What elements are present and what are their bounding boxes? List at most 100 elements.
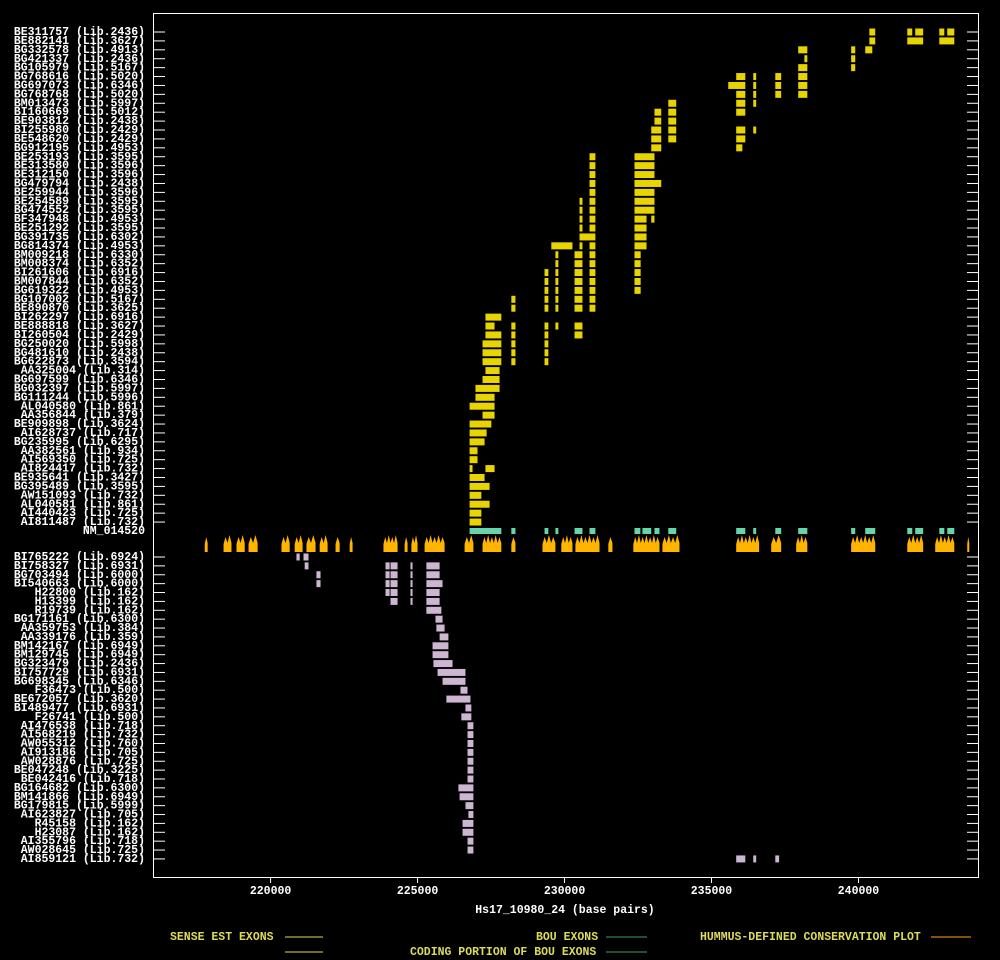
conservation-region	[967, 537, 970, 552]
exon	[668, 126, 677, 134]
conservation-region	[771, 535, 782, 552]
exon	[668, 117, 677, 125]
exon	[555, 277, 559, 285]
conservation-region	[349, 537, 353, 552]
exon	[574, 269, 583, 277]
exon	[753, 99, 757, 107]
row-label: AW055312 (Lib.760)	[21, 738, 145, 751]
row-label: BI260504 (Lib.2429)	[14, 329, 145, 342]
exon	[753, 126, 757, 134]
exon	[482, 340, 502, 348]
row-label: BE882141 (Lib.3627)	[14, 35, 145, 48]
row-label: H22800 (Lib.162)	[35, 587, 145, 600]
conservation-region	[404, 537, 408, 552]
exon	[437, 668, 466, 676]
row-label: BE548620 (Lib.2429)	[14, 133, 145, 146]
exon	[869, 28, 876, 36]
exon	[634, 286, 641, 294]
conservation-region	[662, 535, 680, 552]
exon	[467, 766, 474, 774]
exon	[589, 224, 596, 232]
conservation-region	[223, 535, 232, 552]
exon	[634, 206, 655, 214]
exon	[385, 562, 390, 570]
exon	[851, 46, 856, 54]
bou-exon	[851, 528, 856, 534]
exon	[775, 855, 780, 863]
exon	[579, 197, 583, 205]
conservation-region	[575, 535, 600, 552]
exon	[482, 375, 500, 383]
exon	[589, 215, 596, 223]
row-label: R45158 (Lib.162)	[35, 817, 145, 830]
exon	[482, 349, 502, 357]
bou-exon	[511, 528, 516, 534]
exon	[634, 251, 641, 259]
row-label: AL040581 (Lib.861)	[21, 498, 145, 511]
exon	[511, 358, 516, 366]
row-label: BG395489 (Lib.3595)	[14, 480, 145, 493]
x-tick-label: 230000	[544, 885, 586, 898]
row-label: BI758327 (Lib.6931)	[14, 560, 145, 573]
exon	[469, 420, 492, 428]
conservation-region	[633, 535, 660, 552]
bou-exon	[654, 528, 660, 534]
row-label: R19739 (Lib.162)	[35, 604, 145, 617]
conservation-region	[482, 535, 502, 552]
row-label: BM009218 (Lib.6330)	[14, 249, 145, 262]
exon	[574, 286, 583, 294]
exon	[654, 108, 662, 116]
row-label: AI824417 (Lib.732)	[21, 463, 145, 476]
row-label: BG391735 (Lib.6302)	[14, 231, 145, 244]
exon	[574, 295, 583, 303]
row-label: AW028645 (Lib.725)	[21, 844, 145, 857]
exon	[651, 135, 662, 143]
exon	[475, 393, 495, 401]
conservation-region	[236, 535, 245, 552]
row-label: BE672057 (Lib.3620)	[14, 693, 145, 706]
exon	[589, 260, 596, 268]
row-label: BE890870 (Lib.3625)	[14, 302, 145, 315]
conservation-region	[204, 537, 208, 552]
exon	[907, 28, 913, 36]
exon	[589, 206, 596, 214]
exon	[462, 828, 474, 836]
row-label: BG250020 (Lib.5998)	[14, 338, 145, 351]
conservation-region	[383, 535, 398, 552]
exon	[634, 242, 647, 250]
row-label: BG622873 (Lib.3594)	[14, 356, 145, 369]
row-label: AW028876 (Lib.725)	[21, 755, 145, 768]
exon	[465, 704, 472, 712]
exon	[410, 589, 413, 597]
row-label: BG619322 (Lib.4953)	[14, 284, 145, 297]
exon	[589, 188, 596, 196]
exon	[555, 304, 559, 312]
x-tick-label: 235000	[691, 885, 733, 898]
exon	[544, 304, 549, 312]
exon	[465, 802, 474, 810]
exon	[467, 748, 474, 756]
conservation-region	[851, 535, 876, 552]
row-label: BG032397 (Lib.5997)	[14, 382, 145, 395]
exon	[482, 411, 495, 419]
exon	[467, 739, 474, 747]
exon	[485, 313, 502, 321]
exon	[634, 224, 647, 232]
exon	[467, 731, 474, 739]
exon	[467, 757, 474, 765]
exon	[753, 73, 757, 81]
exon	[736, 99, 746, 107]
legend-label: HUMMUS-DEFINED CONSERVATION PLOT	[700, 931, 921, 944]
exon	[798, 73, 808, 81]
row-label: BI262297 (Lib.6916)	[14, 311, 145, 324]
exon	[574, 277, 583, 285]
exon	[589, 269, 596, 277]
exon	[728, 81, 746, 89]
bou-exon	[642, 528, 652, 534]
bou-exon	[947, 528, 955, 534]
row-label: BI261606 (Lib.6916)	[14, 267, 145, 280]
exon	[775, 81, 782, 89]
row-label: BM007844 (Lib.6352)	[14, 276, 145, 289]
exon	[555, 260, 559, 268]
exon	[296, 553, 300, 561]
